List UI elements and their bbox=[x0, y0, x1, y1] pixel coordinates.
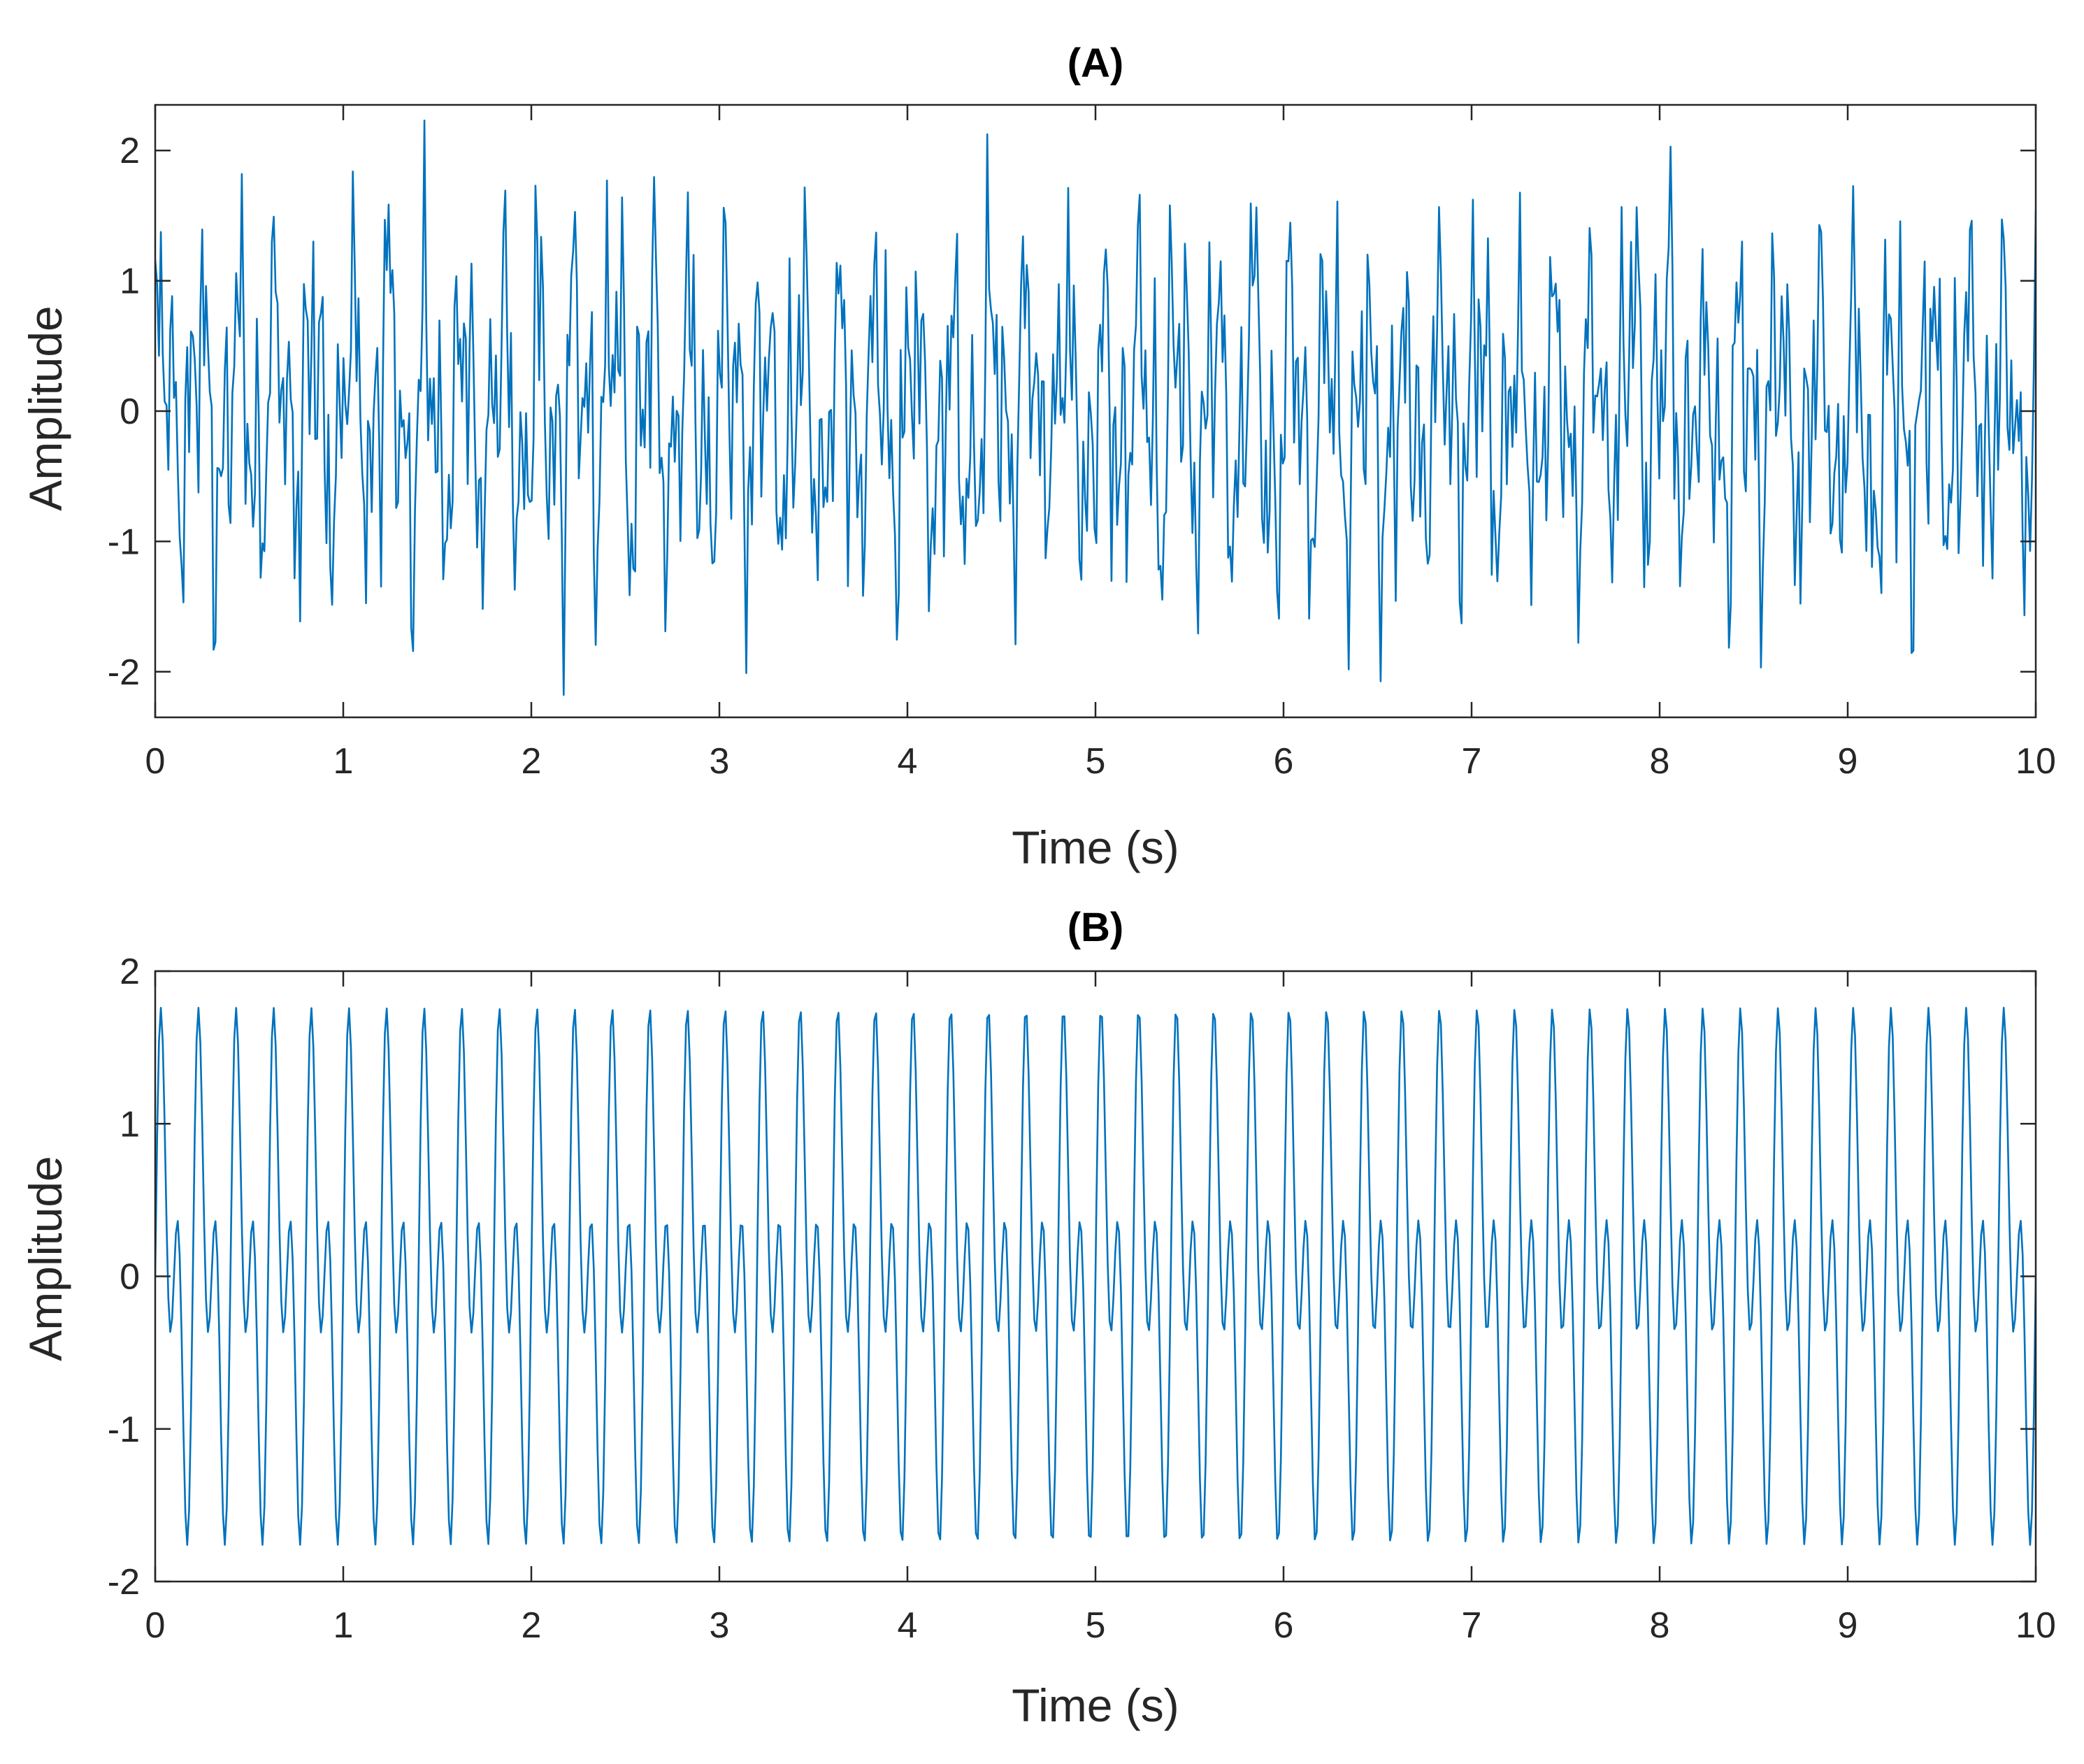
panel-b-y-tick-label: 0 bbox=[120, 1257, 140, 1298]
panel-b-x-tick-label: 3 bbox=[710, 1605, 730, 1646]
panel-a-y-tick-label: 1 bbox=[120, 261, 140, 302]
panel-b-plot-area: 0 1 2 3 4 5 6 7 8 9 10 -2 -1 0 1 2 bbox=[108, 952, 2056, 1646]
panel-b-x-tick-label: 5 bbox=[1086, 1605, 1106, 1646]
panel-b-x-tick-label: 0 bbox=[145, 1605, 166, 1646]
panel-a-x-tick-label: 8 bbox=[1650, 741, 1670, 782]
panel-b-x-tick-label: 8 bbox=[1650, 1605, 1670, 1646]
panel-b-y-tick-label: 2 bbox=[120, 952, 140, 992]
panel-b-x-tick-label: 9 bbox=[1838, 1605, 1858, 1646]
panel-b-x-tick-label: 2 bbox=[522, 1605, 542, 1646]
panel-a-x-tick-label: 9 bbox=[1838, 741, 1858, 782]
panel-a-y-axis-label: Amplitude bbox=[20, 306, 71, 511]
panel-b-title: (B) bbox=[1068, 905, 1124, 950]
panel-b-x-tick-label: 6 bbox=[1274, 1605, 1294, 1646]
panel-b-x-axis-label: Time (s) bbox=[1012, 1679, 1179, 1731]
panel-a-x-tick-label: 4 bbox=[898, 741, 918, 782]
panel-a-x-tick-label: 3 bbox=[710, 741, 730, 782]
panel-a-x-tick-label: 1 bbox=[333, 741, 354, 782]
panel-a-y-tick-label: 0 bbox=[120, 392, 140, 432]
panel-a-y-tick-label: 2 bbox=[120, 131, 140, 171]
panel-a-x-tick-label: 10 bbox=[2015, 741, 2056, 782]
panel-a-x-tick-label: 2 bbox=[522, 741, 542, 782]
panel-b-y-tick-label: 1 bbox=[120, 1104, 140, 1145]
panel-a-x-tick-label: 7 bbox=[1462, 741, 1482, 782]
panel-b-y-tick-label: -2 bbox=[108, 1562, 140, 1602]
panel-a-x-tick-label: 6 bbox=[1274, 741, 1294, 782]
panel-b-x-tick-label: 7 bbox=[1462, 1605, 1482, 1646]
panel-b-x-tick-label: 10 bbox=[2015, 1605, 2056, 1646]
panel-a-x-tick-label: 0 bbox=[145, 741, 166, 782]
panel-a-y-tick-label: -2 bbox=[108, 652, 140, 693]
panel-a-x-axis-label: Time (s) bbox=[1012, 822, 1179, 873]
panel-a-y-tick-label: -1 bbox=[108, 522, 140, 562]
panel-a: (A) 0 1 2 3 4 5 6 7 8 9 10 -2 -1 0 1 2 Time (s) Amplitu… bbox=[20, 41, 2056, 873]
panel-b-series-line bbox=[155, 1007, 2036, 1546]
panel-b-x-tick-label: 1 bbox=[333, 1605, 354, 1646]
panel-a-series-line bbox=[155, 120, 2036, 696]
panel-a-title: (A) bbox=[1068, 41, 1124, 86]
panel-b-y-tick-label: -1 bbox=[108, 1410, 140, 1450]
panel-b-y-axis-label: Amplitude bbox=[20, 1156, 71, 1361]
panel-b: (B) 0 1 2 3 4 5 6 7 8 9 10 -2 -1 0 1 2 Time (s) Amplitu… bbox=[20, 905, 2056, 1731]
panel-a-plot-area: 0 1 2 3 4 5 6 7 8 9 10 -2 -1 0 1 2 bbox=[108, 103, 2056, 782]
panel-b-x-tick-label: 4 bbox=[898, 1605, 918, 1646]
panel-a-x-tick-label: 5 bbox=[1086, 741, 1106, 782]
